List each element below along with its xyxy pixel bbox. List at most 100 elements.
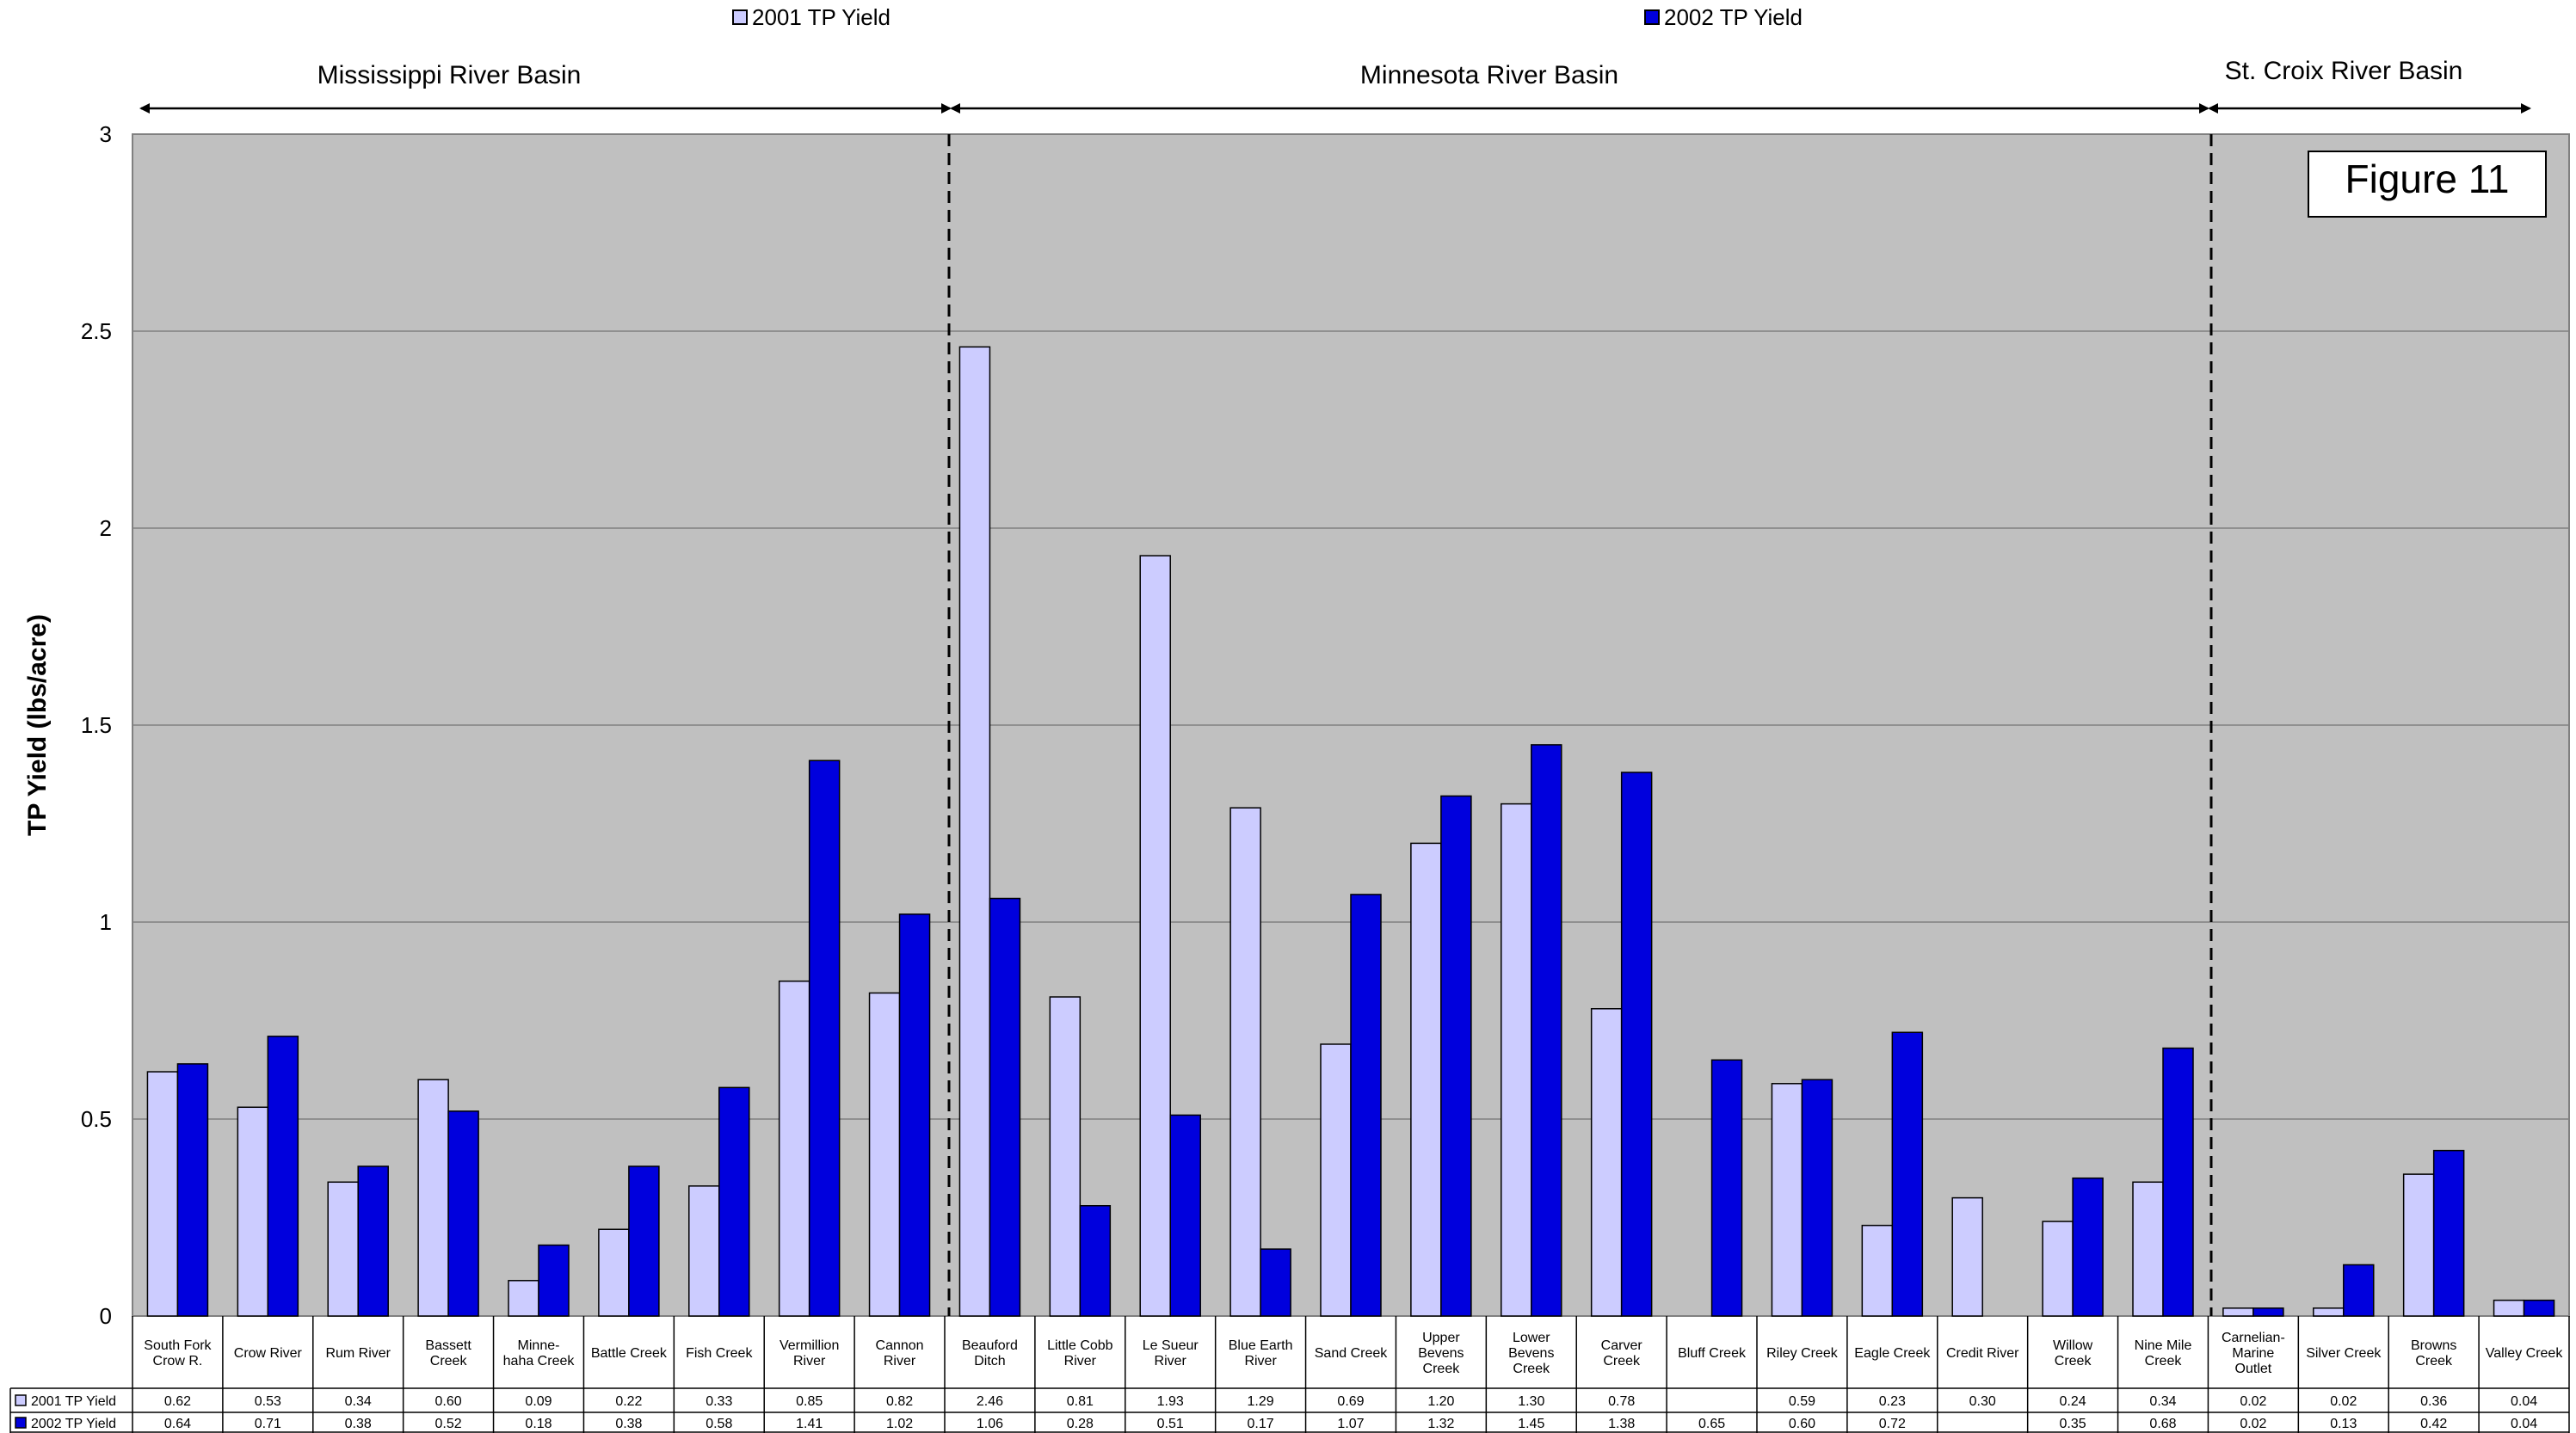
table-key-2002 — [15, 1417, 27, 1429]
table-value: 0.24 — [2060, 1394, 2086, 1409]
bar-2001 — [327, 1181, 359, 1317]
category-label: Eagle Creek — [1854, 1346, 1931, 1361]
bar-2001 — [417, 1079, 449, 1317]
table-value: 0.64 — [164, 1417, 191, 1431]
bar-2002 — [2072, 1177, 2104, 1317]
category-label: Minne-haha Creek — [503, 1338, 576, 1368]
bar-2001 — [1049, 996, 1082, 1317]
table-value: 0.38 — [345, 1417, 372, 1431]
category-label: Lower Bevens Creek — [1508, 1331, 1554, 1376]
category-label: Riley Creek — [1766, 1346, 1839, 1361]
table-value: 0.38 — [615, 1417, 642, 1431]
bar-2001 — [1139, 555, 1171, 1317]
category-label: Beauford Ditch — [962, 1338, 1018, 1368]
bar-2002 — [176, 1063, 209, 1317]
bar-2002 — [718, 1086, 750, 1317]
category-label: Valley Creek — [2486, 1346, 2564, 1361]
category-label: Nine Mile Creek — [2135, 1338, 2192, 1368]
bar-2001 — [2222, 1307, 2254, 1317]
bar-2002 — [989, 897, 1021, 1317]
table-value: 2.46 — [977, 1394, 1003, 1409]
category-label: Browns Creek — [2411, 1338, 2456, 1368]
category-label: Sand Creek — [1315, 1346, 1388, 1361]
bar-2001 — [2132, 1181, 2164, 1317]
category-label: Vermillion River — [780, 1338, 839, 1368]
table-value: 1.93 — [1157, 1394, 1184, 1409]
bar-2002 — [2252, 1307, 2284, 1317]
category-label: Battle Creek — [591, 1346, 668, 1361]
bar-2001 — [146, 1071, 179, 1317]
bar-2002 — [2162, 1047, 2194, 1317]
table-value: 0.17 — [1248, 1417, 1274, 1431]
y-tick-label: 3 — [100, 121, 112, 147]
table-value: 1.02 — [886, 1417, 913, 1431]
bar-2002 — [1801, 1079, 1833, 1317]
table-value: 0.62 — [164, 1394, 191, 1409]
bar-2002 — [447, 1110, 479, 1317]
bar-2001 — [237, 1106, 269, 1317]
category-label: Carnelian-Marine Outlet — [2222, 1331, 2285, 1376]
table-value: 0.85 — [796, 1394, 823, 1409]
table-value: 0.28 — [1067, 1417, 1094, 1431]
table-value: 0.02 — [2240, 1417, 2266, 1431]
y-tick-label: 2.5 — [81, 318, 112, 344]
table-value: 1.20 — [1427, 1394, 1454, 1409]
bar-2001 — [2313, 1307, 2345, 1317]
bar-2002 — [1350, 894, 1382, 1317]
table-series-label: 2002 TP Yield — [31, 1417, 116, 1431]
bar-2001 — [1501, 803, 1532, 1317]
category-label: Rum River — [325, 1346, 391, 1361]
bar-2001 — [1229, 807, 1261, 1317]
legend: 2001 TP Yield 2002 TP Yield — [732, 4, 1803, 30]
table-value: 0.33 — [706, 1394, 732, 1409]
table-value: 0.72 — [1879, 1417, 1906, 1431]
bar-2001 — [778, 980, 810, 1317]
table-value: 1.30 — [1518, 1394, 1544, 1409]
table-value: 0.78 — [1608, 1394, 1635, 1409]
bar-2002 — [1891, 1031, 1924, 1317]
bar-2001 — [1410, 842, 1442, 1317]
category-label: Willow Creek — [2053, 1338, 2093, 1368]
data-table: South Fork Crow R. Crow River Rum River Bass… — [9, 1316, 2570, 1433]
table-value: 1.45 — [1518, 1417, 1544, 1431]
bar-2002 — [628, 1165, 660, 1317]
bar-2001 — [508, 1280, 539, 1317]
table-value: 0.13 — [2330, 1417, 2357, 1431]
legend-swatch-2002 — [1644, 9, 1660, 25]
table-value: 0.04 — [2511, 1394, 2537, 1409]
table-value: 0.35 — [2060, 1417, 2086, 1431]
category-label: Bassett Creek — [425, 1338, 471, 1368]
basin-label-mississippi: Mississippi River Basin — [317, 61, 582, 89]
table-value: 0.65 — [1698, 1417, 1725, 1431]
bar-2002 — [2523, 1299, 2555, 1317]
bar-2001 — [1951, 1196, 1983, 1317]
bar-2001 — [2402, 1173, 2435, 1317]
bar-2002 — [1531, 744, 1562, 1317]
bar-2001 — [2493, 1299, 2525, 1317]
table-value: 1.41 — [796, 1417, 823, 1431]
table-value: 0.18 — [525, 1417, 552, 1431]
bar-2002 — [357, 1165, 389, 1317]
bar-2001 — [1320, 1043, 1352, 1317]
figure-label-box: Figure 11 — [2308, 151, 2547, 218]
bar-2002 — [898, 913, 931, 1317]
figure-label: Figure 11 — [2345, 157, 2510, 201]
bar-2001 — [1771, 1083, 1803, 1317]
basin-dividers — [947, 134, 2213, 1316]
table-value: 0.68 — [2149, 1417, 2176, 1431]
category-label: Cannon River — [876, 1338, 924, 1368]
legend-label-2002: 2002 TP Yield — [1664, 4, 1803, 30]
category-label: South Fork Crow R. — [144, 1338, 212, 1368]
category-label: Little Cobb River — [1047, 1338, 1113, 1368]
table-value: 0.60 — [435, 1394, 462, 1409]
category-label: Silver Creek — [2306, 1346, 2382, 1361]
legend-swatch-2001 — [732, 9, 748, 25]
y-tick-label: 1 — [100, 909, 112, 935]
y-axis-label: TP Yield (lbs/acre) — [23, 614, 52, 836]
table-value: 0.69 — [1337, 1394, 1364, 1409]
table-value: 0.02 — [2240, 1394, 2266, 1409]
table-value: 1.32 — [1427, 1417, 1454, 1431]
bar-2002 — [1620, 772, 1653, 1317]
table-value: 0.71 — [255, 1417, 281, 1431]
